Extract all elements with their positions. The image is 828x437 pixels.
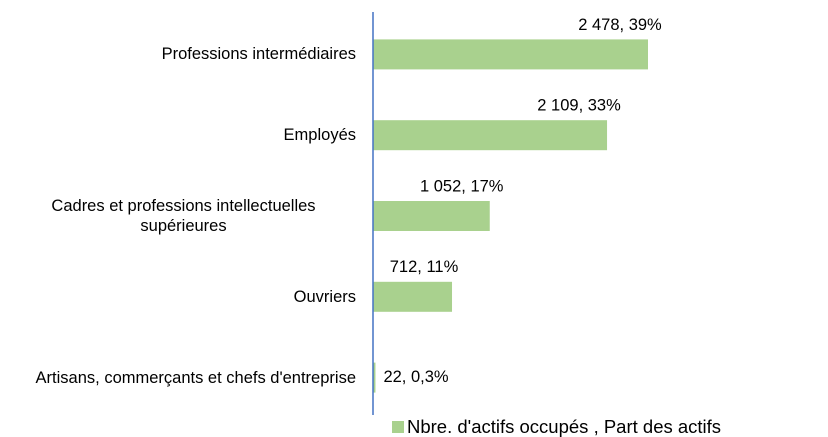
category-label: Professions intermédiaires [162,44,356,64]
category-text: Cadres et professions intellectuelles su… [51,197,316,235]
category-text: Artisans, commerçants et chefs d'entrepr… [35,368,356,387]
data-label: 22, 0,3% [383,368,448,386]
legend-label: Nbre. d'actifs occupés , Part des actifs [407,416,721,437]
category-text: Employés [283,126,356,145]
bar [373,39,648,70]
category-text: Professions intermédiaires [161,45,356,64]
legend-swatch [392,421,404,433]
data-label: 2 109, 33% [537,97,621,115]
bar [373,362,376,393]
category-label: Ouvriers [294,287,356,307]
category-label: Artisans, commerçants et chefs d'entrepr… [36,368,356,388]
data-label: 712, 11% [390,258,459,276]
data-label: 2 478, 39% [578,16,662,34]
bar [373,201,490,231]
category-text: Ouvriers [293,287,356,306]
bar [373,281,453,312]
data-label: 1 052, 17% [420,177,504,195]
bar [373,120,608,151]
category-label: Employés [284,125,356,145]
category-label: Cadres et professions intellectuelles su… [11,196,356,236]
